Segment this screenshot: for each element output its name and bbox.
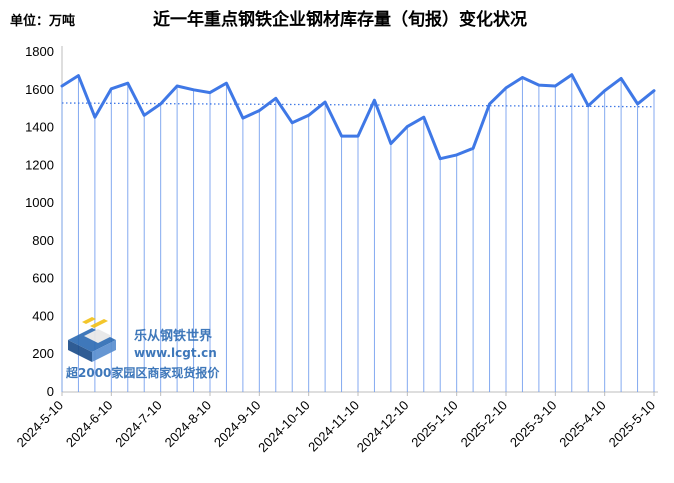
unit-label: 单位：万吨	[10, 13, 75, 29]
y-tick-label: 400	[32, 308, 54, 323]
data-point	[537, 83, 541, 87]
data-point	[143, 114, 146, 117]
x-tick-label: 2024-9-10	[211, 398, 264, 451]
watermark-name: 乐从钢铁世界	[134, 328, 212, 344]
x-tick-label: 2024-7-10	[112, 398, 165, 451]
data-point	[93, 115, 97, 119]
data-point	[241, 116, 245, 120]
data-point	[652, 89, 656, 92]
data-point	[422, 115, 425, 119]
trend-line	[61, 102, 655, 108]
data-point	[323, 100, 327, 104]
data-point	[340, 134, 343, 138]
data-point	[619, 77, 623, 80]
x-tick-label: 2025-4-10	[556, 398, 609, 451]
chart-title: 近一年重点钢铁企业钢材库存量（旬报）变化状况	[153, 9, 527, 30]
data-point	[521, 76, 524, 79]
data-point	[570, 73, 573, 76]
x-tick-label: 2024-12-10	[354, 398, 412, 456]
data-point	[587, 104, 590, 108]
data-point	[488, 102, 491, 106]
x-tick-label: 2024-10-10	[255, 398, 313, 456]
watermark-url: www.lcgt.cn	[134, 346, 217, 360]
data-point	[208, 91, 212, 94]
x-tick-label: 2025-3-10	[507, 398, 560, 451]
data-point	[504, 86, 508, 90]
data-point	[406, 125, 409, 128]
y-tick-label: 1800	[25, 44, 54, 59]
series-layer	[60, 73, 656, 161]
data-point	[356, 134, 360, 138]
data-point	[307, 114, 310, 117]
data-point	[291, 121, 294, 125]
data-point	[455, 153, 458, 157]
x-tick-label: 2024-6-10	[63, 398, 116, 451]
x-tick-label: 2025-1-10	[408, 398, 461, 451]
data-point	[60, 84, 64, 88]
y-tick-label: 1400	[25, 120, 54, 135]
y-tick-label: 0	[47, 384, 54, 399]
lcgt-logo-icon	[68, 317, 116, 362]
y-tick-label: 200	[32, 346, 54, 361]
y-tick-label: 800	[32, 233, 54, 248]
x-tick-label: 2025-5-10	[606, 398, 659, 451]
data-point	[471, 147, 475, 150]
data-point	[554, 84, 557, 88]
data-point	[159, 102, 162, 106]
watermark-slogan: 超2000家园区商家现货报价	[65, 365, 220, 380]
watermark: 乐从钢铁世界 www.lcgt.cn 超2000家园区商家现货报价	[65, 317, 220, 380]
data-point	[110, 87, 113, 91]
data-point	[389, 142, 393, 145]
y-tick-label: 1600	[25, 82, 54, 97]
y-tick-label: 1000	[25, 195, 54, 210]
x-tick-label: 2025-2-10	[458, 398, 511, 451]
x-tick-label: 2024-11-10	[305, 398, 362, 455]
drop-lines	[61, 74, 655, 392]
data-point	[373, 98, 376, 102]
data-point	[258, 109, 261, 112]
data-point	[603, 89, 606, 92]
x-tick-label: 2024-8-10	[162, 398, 215, 451]
data-point	[636, 102, 639, 106]
data-point	[274, 97, 277, 100]
y-tick-label: 1200	[25, 157, 54, 172]
data-point	[77, 74, 80, 77]
data-point	[126, 81, 129, 85]
y-tick-label: 600	[32, 271, 54, 286]
data-point	[439, 157, 442, 160]
data-point	[225, 81, 228, 85]
x-tick-label: 2024-5-10	[14, 398, 67, 451]
y-axis-ticks: 0 200 400 600 800 1000 1200 1400 1600 1800	[25, 44, 54, 399]
data-point	[192, 88, 195, 91]
x-axis-ticks: 2024-5-102024-6-102024-7-102024-8-102024…	[14, 392, 659, 456]
data-point	[175, 84, 179, 88]
